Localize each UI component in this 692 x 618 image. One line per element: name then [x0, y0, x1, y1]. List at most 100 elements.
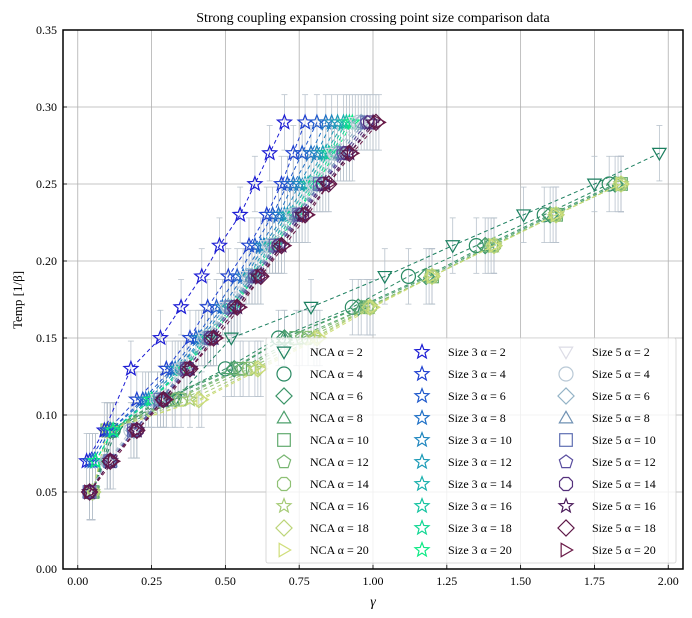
- legend-marker: [413, 518, 431, 536]
- legend-item: NCA α = 14: [276, 476, 369, 492]
- data-point: [246, 174, 264, 192]
- data-point: [104, 421, 122, 438]
- series-line: [95, 122, 333, 462]
- legend-label: NCA α = 6: [310, 389, 363, 403]
- legend-label: Size 5 α = 14: [592, 477, 656, 491]
- data-point: [323, 176, 337, 192]
- data-point: [362, 115, 378, 130]
- data-point: [196, 391, 210, 408]
- x-tick-label: 0.25: [141, 574, 162, 588]
- legend-item: Size 5 α = 2: [558, 345, 650, 360]
- y-tick-label: 0.10: [36, 408, 57, 422]
- series-line: [89, 122, 306, 462]
- legend-item: Size 3 α = 2: [413, 342, 506, 360]
- legend-item: Size 5 α = 16: [557, 496, 656, 514]
- legend-marker: [558, 476, 574, 492]
- legend-label: NCA α = 18: [310, 521, 369, 535]
- legend-marker: [413, 452, 431, 470]
- series-line: [92, 183, 610, 493]
- y-tick-label: 0.35: [36, 23, 57, 37]
- x-tick-label: 0.50: [215, 574, 236, 588]
- legend-marker: [558, 454, 574, 469]
- y-axis-label: Temp [1/β]: [10, 271, 25, 329]
- series-line: [92, 183, 616, 493]
- legend-label: Size 5 α = 4: [592, 367, 650, 381]
- data-point: [160, 391, 175, 408]
- series-line: [92, 183, 622, 493]
- legend-marker: [413, 474, 431, 492]
- legend-marker: [413, 364, 431, 382]
- legend-label: Size 5 α = 18: [592, 521, 656, 535]
- data-point: [303, 178, 319, 192]
- legend-marker: [276, 476, 292, 492]
- axes: 0.00 0.25 0.50 0.75 1.00 1.25 1.50 1.75 2.00 0.00…: [36, 23, 684, 588]
- legend-label: NCA α = 4: [310, 367, 363, 381]
- data-point: [122, 359, 140, 377]
- legend-item: Size 3 α = 4: [413, 364, 506, 382]
- legend-item: Size 3 α = 20: [413, 540, 512, 558]
- legend-item: NCA α = 2: [276, 345, 363, 360]
- x-tick-label: 1.00: [363, 574, 384, 588]
- series-line: [92, 183, 622, 493]
- plot-data: [78, 94, 668, 521]
- data-point: [367, 299, 381, 315]
- legend-marker: [275, 387, 293, 405]
- legend-marker: [276, 366, 292, 382]
- legend-marker: [276, 454, 292, 469]
- legend-marker: [413, 386, 431, 404]
- data-point: [344, 299, 360, 315]
- legend-label: Size 3 α = 8: [448, 411, 506, 425]
- legend-label: NCA α = 14: [310, 477, 369, 491]
- data-point: [293, 205, 311, 223]
- legend-label: Size 5 α = 20: [592, 543, 656, 557]
- legend-marker: [558, 346, 574, 360]
- legend-marker: [276, 410, 292, 424]
- legend-item: NCA α = 18: [275, 519, 369, 537]
- legend-item: Size 5 α = 20: [560, 542, 656, 558]
- legend-item: NCA α = 10: [277, 433, 369, 447]
- legend-label: NCA α = 10: [310, 433, 369, 447]
- legend-label: Size 5 α = 2: [592, 345, 650, 359]
- legend-marker: [557, 496, 575, 514]
- legend-item: Size 3 α = 18: [413, 518, 512, 536]
- legend-item: Size 3 α = 12: [413, 452, 512, 470]
- legend-marker: [558, 366, 574, 382]
- series-line: [92, 152, 660, 493]
- data-point: [210, 236, 229, 253]
- legend-item: NCA α = 6: [275, 387, 363, 405]
- legend-item: Size 5 α = 8: [558, 410, 650, 425]
- legend-marker: [558, 410, 574, 424]
- x-tick-label: 1.25: [436, 574, 457, 588]
- data-point: [586, 178, 603, 192]
- legend-marker: [413, 430, 431, 448]
- series-line: [92, 122, 327, 462]
- legend-label: NCA α = 8: [310, 411, 363, 425]
- x-tick-label: 1.50: [510, 574, 531, 588]
- legend-item: Size 5 α = 12: [558, 454, 656, 469]
- legend-label: Size 3 α = 16: [448, 499, 512, 513]
- legend-label: Size 3 α = 12: [448, 455, 512, 469]
- data-point: [445, 240, 461, 254]
- legend-marker: [413, 408, 431, 426]
- legend-marker: [557, 519, 575, 537]
- legend-marker: [557, 387, 575, 405]
- data-point: [151, 328, 170, 346]
- legend-item: Size 3 α = 10: [413, 430, 512, 448]
- legend-label: Size 5 α = 8: [592, 411, 650, 425]
- legend-marker: [275, 496, 293, 514]
- legend-label: Size 5 α = 10: [592, 433, 656, 447]
- data-point: [615, 176, 629, 192]
- data-point: [400, 268, 417, 284]
- legend-label: Size 3 α = 18: [448, 521, 512, 535]
- legend-item: NCA α = 8: [276, 410, 363, 425]
- data-point: [426, 268, 440, 285]
- data-point: [193, 267, 211, 284]
- chart-title: Strong coupling expansion crossing point…: [196, 11, 550, 26]
- x-axis-label: γ: [370, 595, 376, 610]
- x-tick-label: 1.75: [584, 574, 605, 588]
- data-point: [261, 144, 279, 161]
- data-point: [377, 270, 393, 285]
- series-line: [89, 122, 368, 493]
- x-tick-label: 0.75: [289, 574, 310, 588]
- legend-item: NCA α = 20: [278, 542, 369, 558]
